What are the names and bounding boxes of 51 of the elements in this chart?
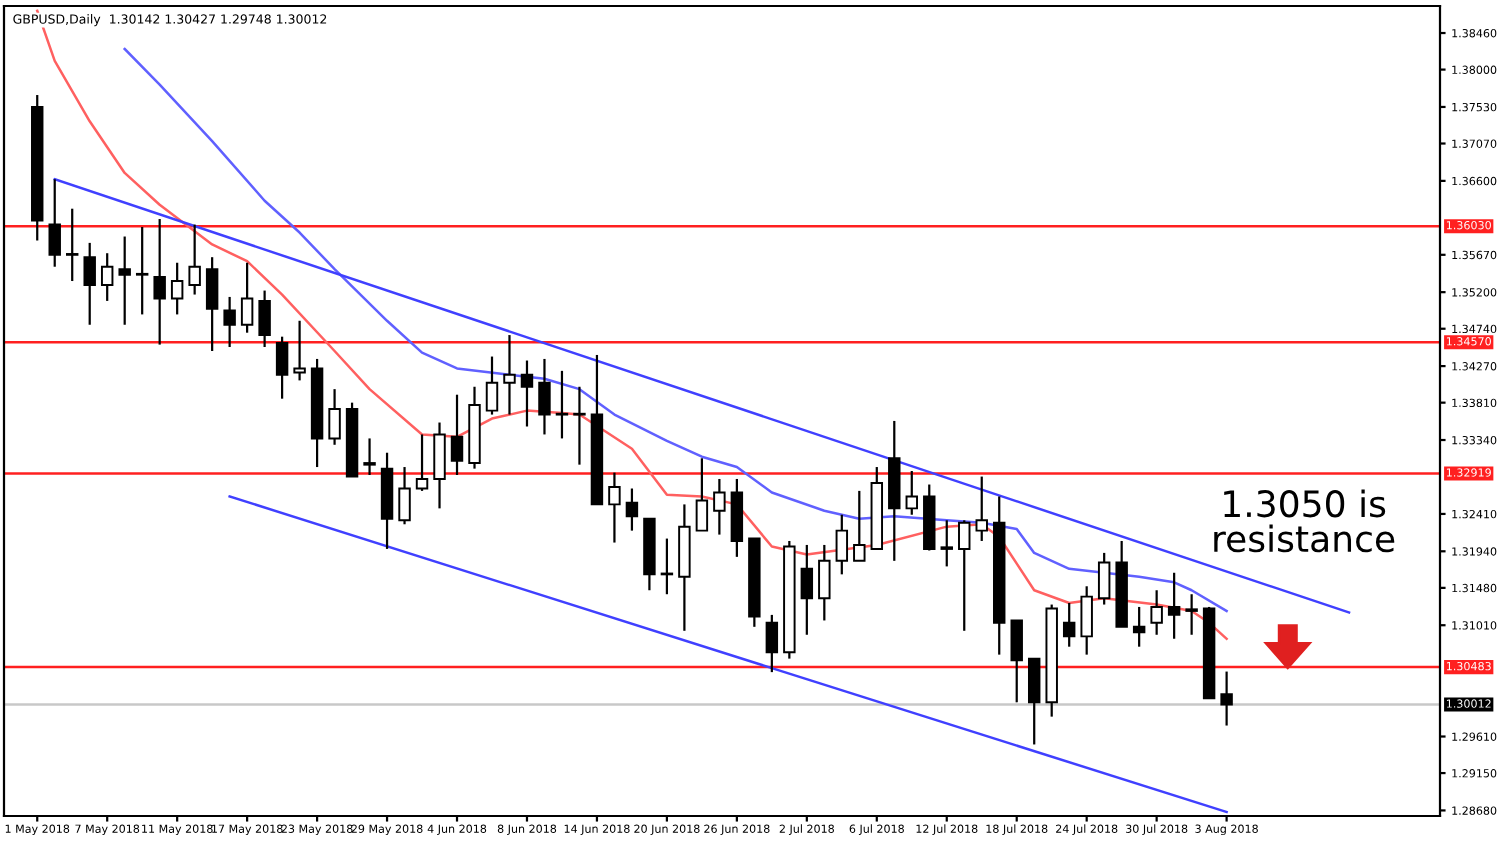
candlestick [1080,585,1093,656]
candlestick [835,513,849,576]
candlestick [1220,670,1233,727]
candlestick [363,437,376,477]
candlestick [1062,601,1076,648]
candlestick [100,252,114,303]
candlestick [853,489,866,562]
candlestick [765,613,779,674]
candlestick [520,359,534,428]
candlestick [415,433,429,492]
candlestick [1010,619,1023,704]
candlestick [555,369,569,440]
candlestick [800,543,814,636]
candlestick [83,241,96,326]
candlestick [433,421,446,510]
candlestick [713,477,726,536]
candlestick [48,178,61,268]
candlestick [958,519,971,632]
candlestick [188,223,201,296]
candlestick [695,457,709,532]
candlestick [1027,657,1041,746]
candlestick [975,475,988,543]
annotation: 1.3050 is resistance [1214,489,1395,553]
candlestick [1185,593,1198,636]
candlestick [538,357,551,436]
candlestick [153,217,166,346]
candlestick [258,289,271,349]
candlestick [205,256,219,353]
candlestick [818,543,831,622]
candlestick [1167,571,1181,640]
candlestick [223,295,236,349]
candlestick [1097,551,1111,606]
candlestick [485,355,499,416]
candlestick [328,388,341,446]
candlestick [608,471,621,544]
candlestick [1132,605,1146,648]
candlestick [240,261,254,334]
candlestick [1150,589,1163,636]
candlestick [573,385,586,466]
candlestick [625,487,639,532]
candlestick [940,519,953,568]
candlestick [905,469,918,516]
candlestick [135,225,149,316]
candlestick [66,207,79,283]
candlestick [170,261,184,316]
candlestick [293,319,306,382]
candlestick [275,335,289,400]
candlestick [450,393,464,477]
candlestick [503,333,516,416]
candlestick [118,235,131,326]
candlestick [398,465,411,526]
